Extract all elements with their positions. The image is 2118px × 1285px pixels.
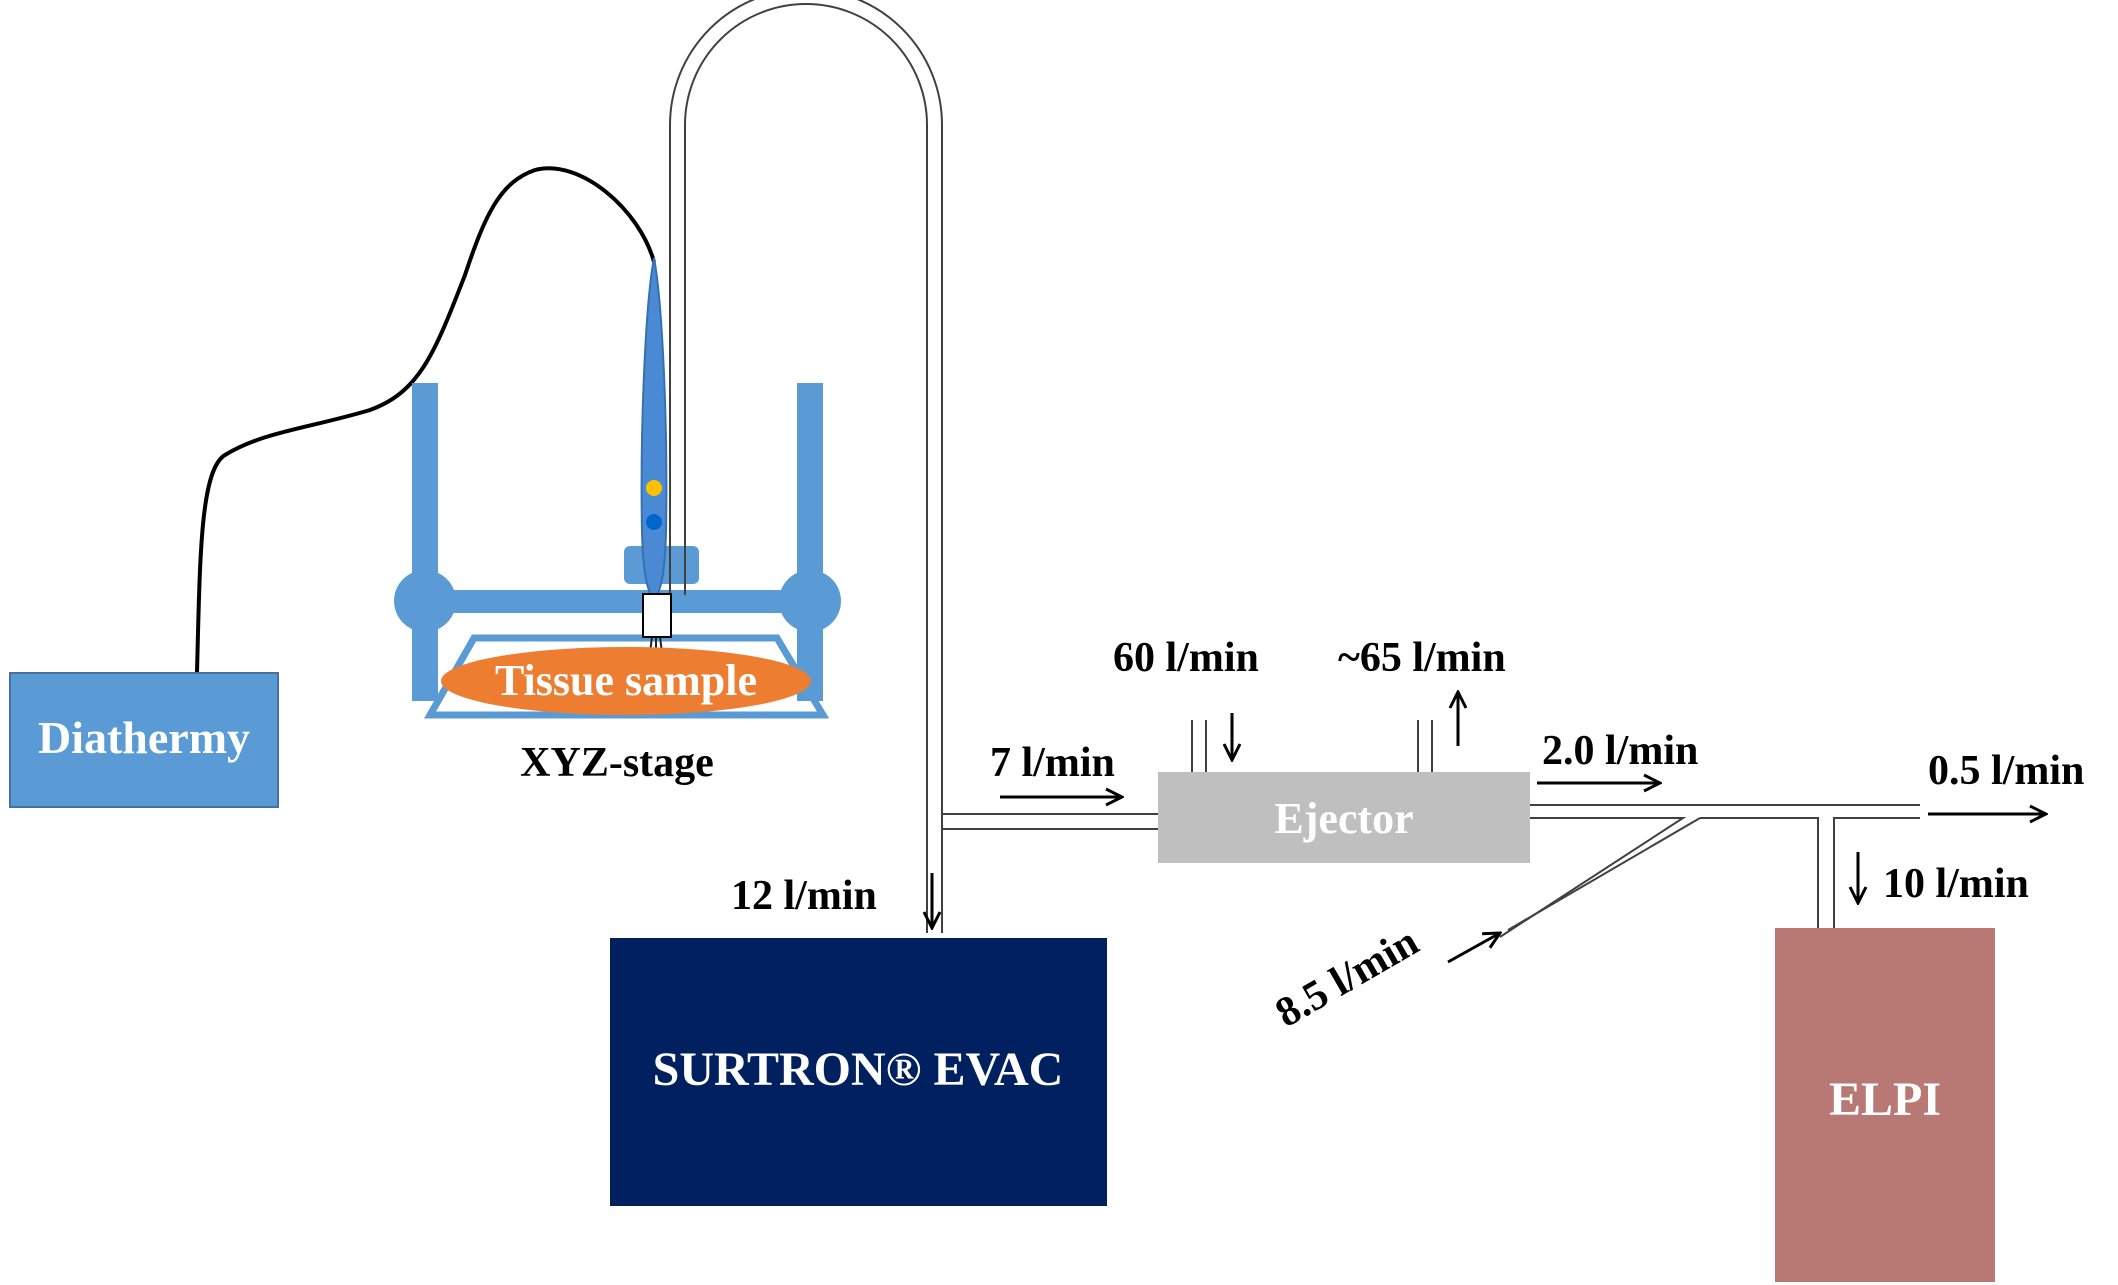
stage-platform xyxy=(423,634,830,719)
tissue-sample xyxy=(441,647,811,715)
stage-left-post xyxy=(412,383,438,701)
tube-nozzle xyxy=(642,593,672,638)
pen-indicator-blue xyxy=(646,514,662,530)
flow-makeup-air-label: 8.5 l/min xyxy=(1268,919,1426,1037)
flow-ejector-outlet-label: 2.0 l/min xyxy=(1542,728,1698,774)
evacuation-tube xyxy=(669,0,943,933)
ejector-sampling-line xyxy=(942,813,1158,830)
stage-right-post xyxy=(797,383,823,701)
surtron-evac-label: SURTRON® EVAC xyxy=(653,1043,1064,1096)
flow-arrows xyxy=(932,692,2046,964)
ejector-exhaust-port xyxy=(1417,720,1433,772)
flow-evac-inlet-label: 12 l/min xyxy=(731,873,877,919)
diathermy-cable xyxy=(195,166,656,673)
stage-right-knob xyxy=(779,570,841,632)
xyz-stage-label: XYZ-stage xyxy=(520,740,714,786)
flow-dilution-air-label: 60 l/min xyxy=(1113,635,1259,681)
ejector-label: Ejector xyxy=(1274,794,1413,843)
elpi-box xyxy=(1775,928,1995,1282)
flow-ejector-exhaust-label: ~65 l/min xyxy=(1338,635,1506,681)
stage-left-knob xyxy=(394,570,456,632)
elpi-label: ELPI xyxy=(1829,1073,1941,1126)
pen-indicator-yellow xyxy=(646,480,662,496)
diathermy-box xyxy=(9,672,279,808)
flow-elpi-inlet-label: 10 l/min xyxy=(1883,861,2029,907)
ejector-outlet-tube xyxy=(1499,804,1920,938)
flow-excess-outlet-label: 0.5 l/min xyxy=(1928,748,2084,794)
stage-crossbar xyxy=(412,590,823,613)
diathermy-pen xyxy=(640,257,668,602)
ejector-air-inlet-port xyxy=(1191,720,1207,772)
surtron-evac-box xyxy=(610,938,1107,1206)
ejector-box xyxy=(1158,772,1530,863)
xyz-stage xyxy=(394,383,841,719)
flow-ejector-inlet-label: 7 l/min xyxy=(990,740,1115,786)
diathermy-label: Diathermy xyxy=(38,712,250,763)
arrow-makeup-air xyxy=(1447,933,1500,964)
tissue-sample-label: Tissue sample xyxy=(495,656,757,705)
